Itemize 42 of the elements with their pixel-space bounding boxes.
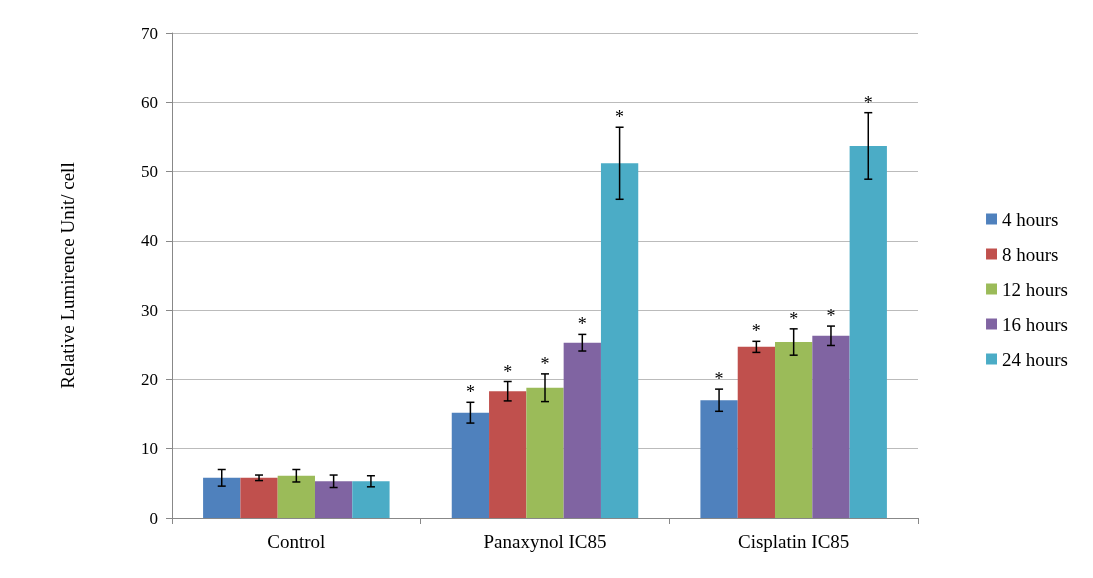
data-label: * [714,369,724,390]
bar [812,335,850,518]
data-label: * [465,382,475,403]
data-label: * [615,107,625,128]
x-tick-label: Control [267,531,326,552]
bar [526,387,564,518]
bar [737,346,776,518]
legend-label: 16 hours [1002,313,1069,335]
legend-label: 8 hours [1002,243,1059,265]
bar [277,475,315,518]
x-tick-label: Panaxynol IC85 [483,531,607,552]
bar [849,145,887,518]
data-label: * [826,306,836,327]
data-label: * [789,308,799,329]
legend-label: 4 hours [1002,208,1059,230]
bar [203,477,241,518]
y-tick-label: 50 [141,162,158,182]
bar [314,481,353,518]
bar [700,400,738,518]
data-label: * [503,361,513,382]
bar [563,342,601,518]
data-label: * [863,92,873,113]
bar [489,391,527,518]
y-tick-label: 20 [141,369,158,389]
legend-label: 12 hours [1002,278,1069,300]
y-tick-label: 30 [141,300,158,320]
legend-label: 24 hours [1002,348,1069,370]
data-label: * [577,314,587,335]
data-label: * [751,321,761,342]
bar [352,481,390,518]
x-tick-label: Cisplatin IC85 [737,531,850,552]
y-tick-label: 60 [141,92,158,112]
y-tick-label: 40 [141,231,158,251]
data-label: * [540,353,550,374]
y-tick-label: 10 [141,439,158,459]
bar [600,163,639,518]
y-tick-label: 70 [141,23,158,43]
bar [240,477,278,518]
y-tick-label: 0 [149,508,158,528]
y-axis-title: Relative Lumirence Unit/ cell [57,162,78,389]
bar [775,342,813,518]
bar [451,412,490,518]
